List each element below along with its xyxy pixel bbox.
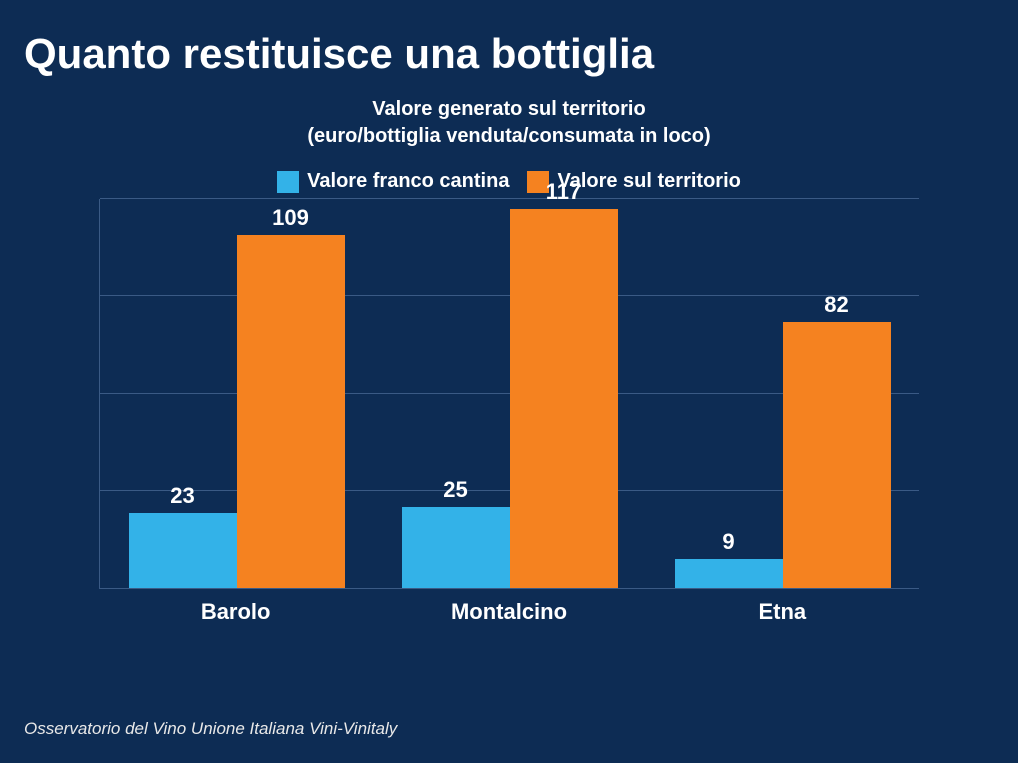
chart-area: 23 109 25 117 9 82 <box>99 199 919 625</box>
source-attribution: Osservatorio del Vino Unione Italiana Vi… <box>24 719 397 739</box>
subtitle-line-2: (euro/bottiglia venduta/consumata in loc… <box>307 125 710 147</box>
x-axis-labels: Barolo Montalcino Etna <box>99 599 919 625</box>
bar-s0-c1: 25 <box>402 507 510 588</box>
bar-value: 23 <box>129 483 237 509</box>
x-label-1: Montalcino <box>372 599 645 625</box>
legend-label-0: Valore franco cantina <box>307 170 509 193</box>
bar-s0-c0: 23 <box>129 513 237 588</box>
x-label-2: Etna <box>646 599 919 625</box>
bar-value: 82 <box>783 292 891 318</box>
legend-item-0: Valore franco cantina <box>277 170 509 193</box>
x-label-0: Barolo <box>99 599 372 625</box>
bar-group-1: 25 117 <box>373 199 646 588</box>
chart-subtitle: Valore generato sul territorio (euro/bot… <box>24 96 994 150</box>
bar-s1-c0: 109 <box>237 235 345 588</box>
bar-group-0: 23 109 <box>100 199 373 588</box>
bar-groups: 23 109 25 117 9 82 <box>100 199 919 588</box>
legend-swatch-0 <box>277 171 299 193</box>
bar-value: 9 <box>675 529 783 555</box>
bar-value: 117 <box>510 179 618 205</box>
page-title: Quanto restituisce una bottiglia <box>24 30 994 78</box>
bar-s1-c1: 117 <box>510 209 618 588</box>
plot-area: 23 109 25 117 9 82 <box>99 199 919 589</box>
subtitle-line-1: Valore generato sul territorio <box>372 98 645 120</box>
bar-value: 109 <box>237 205 345 231</box>
bar-group-2: 9 82 <box>646 199 919 588</box>
bar-s0-c2: 9 <box>675 559 783 588</box>
bar-value: 25 <box>402 477 510 503</box>
bar-s1-c2: 82 <box>783 322 891 588</box>
